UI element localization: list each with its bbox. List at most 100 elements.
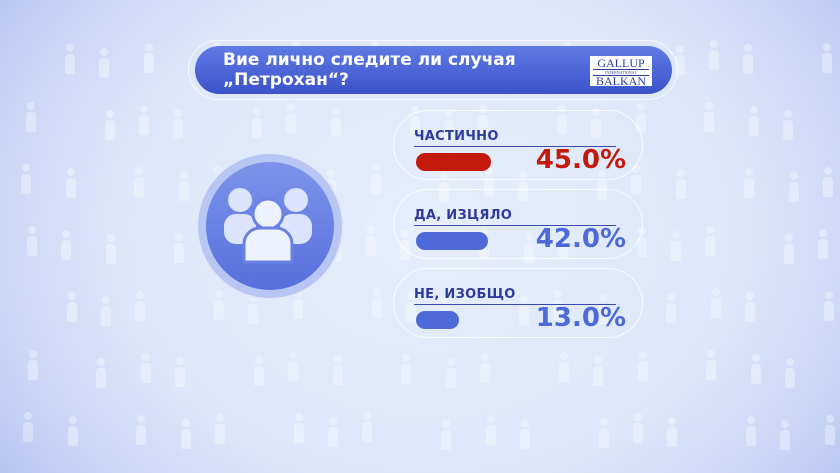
- background-person-icon: [518, 171, 528, 201]
- background-person-icon: [136, 415, 146, 445]
- answer-bar: [416, 311, 459, 329]
- background-person-icon: [66, 168, 76, 198]
- background-person-icon: [23, 412, 33, 442]
- background-person-icon: [65, 44, 75, 74]
- answer-label: ДА, ИЗЦЯЛО: [414, 208, 513, 223]
- background-person-icon: [636, 103, 646, 133]
- logo-middle: INTERNATIONAL: [593, 69, 649, 76]
- background-person-icon: [179, 171, 189, 201]
- background-person-icon: [667, 417, 677, 447]
- background-person-icon: [61, 230, 71, 260]
- background-person-icon: [372, 288, 382, 318]
- answer-row: НЕ, ИЗОБЩО 13.0%: [393, 268, 643, 338]
- background-person-icon: [825, 415, 835, 445]
- background-person-icon: [631, 165, 641, 195]
- background-person-icon: [638, 351, 648, 381]
- background-person-icon: [68, 416, 78, 446]
- background-person-icon: [598, 294, 608, 324]
- background-person-icon: [558, 228, 568, 258]
- background-person-icon: [743, 44, 753, 74]
- question-line-1: Вие лично следите ли случая: [223, 50, 516, 70]
- background-person-icon: [26, 102, 36, 132]
- background-person-icon: [745, 292, 755, 322]
- background-person-icon: [286, 103, 296, 133]
- title-frame: [188, 40, 678, 100]
- background-person-icon: [331, 107, 341, 137]
- background-person-icon: [749, 106, 759, 136]
- background-person-icon: [524, 233, 534, 263]
- background-person-icon: [96, 358, 106, 388]
- background-person-icon: [101, 296, 111, 326]
- background-person-icon: [27, 226, 37, 256]
- background-person-icon: [557, 104, 567, 134]
- background-person-icon: [599, 418, 609, 448]
- background-person-icon: [144, 43, 154, 73]
- background-person-icon: [135, 291, 145, 321]
- background-person-icon: [591, 108, 601, 138]
- background-person-icon: [706, 350, 716, 380]
- background-person-icon: [333, 355, 343, 385]
- divider: [414, 304, 616, 305]
- background-person-icon: [593, 356, 603, 386]
- background-person-icon: [484, 167, 494, 197]
- background-person-icon: [28, 350, 38, 380]
- background-person-icon: [671, 231, 681, 261]
- background-person-icon: [139, 105, 149, 135]
- background-person-icon: [705, 226, 715, 256]
- answer-label: НЕ, ИЗОБЩО: [414, 287, 516, 302]
- background-person-icon: [441, 420, 451, 450]
- background-person-icon: [597, 170, 607, 200]
- background-person-icon: [824, 291, 834, 321]
- background-person-icon: [371, 164, 381, 194]
- background-person-icon: [478, 105, 488, 135]
- answer-value: 42.0%: [535, 224, 626, 254]
- background-person-icon: [288, 351, 298, 381]
- background-person-icon: [252, 108, 262, 138]
- background-person-icon: [444, 110, 454, 140]
- background-person-icon: [439, 172, 449, 202]
- background-person-icon: [783, 110, 793, 140]
- icon-circle: [206, 162, 334, 290]
- background-person-icon: [818, 229, 828, 259]
- people-group-icon: [224, 188, 312, 264]
- background-person-icon: [486, 415, 496, 445]
- background-person-icon: [67, 292, 77, 322]
- background-person-icon: [446, 358, 456, 388]
- answer-value: 45.0%: [535, 145, 626, 175]
- background-person-icon: [106, 234, 116, 264]
- logo-bottom: BALKAN: [596, 74, 646, 88]
- background-person-icon: [366, 226, 376, 256]
- answer-bar: [416, 232, 488, 250]
- background-person-icon: [480, 353, 490, 383]
- answer-value: 13.0%: [535, 303, 626, 333]
- background-person-icon: [780, 420, 790, 450]
- background-person-icon: [362, 412, 372, 442]
- background-person-icon: [675, 45, 685, 75]
- background-person-icon: [746, 416, 756, 446]
- background-person-icon: [711, 288, 721, 318]
- background-person-icon: [519, 295, 529, 325]
- question-line-2: „Петрохан“?: [223, 70, 349, 90]
- answer-bar: [416, 153, 491, 171]
- background-person-icon: [789, 172, 799, 202]
- background-person-icon: [520, 419, 530, 449]
- background-person-icon: [784, 234, 794, 264]
- background-person-icon: [676, 169, 686, 199]
- gallup-logo: GALLUP INTERNATIONAL BALKAN: [590, 56, 652, 88]
- background-person-icon: [214, 290, 224, 320]
- background-person-icon: [99, 48, 109, 78]
- background-person-icon: [744, 168, 754, 198]
- background-person-icon: [823, 167, 833, 197]
- background-person-icon: [633, 413, 643, 443]
- background-person-icon: [181, 419, 191, 449]
- logo-top: GALLUP: [597, 56, 645, 70]
- background-person-icon: [174, 233, 184, 263]
- background-person-icon: [709, 40, 719, 70]
- background-person-icon: [141, 353, 151, 383]
- background-person-icon: [294, 413, 304, 443]
- background-person-icon: [328, 417, 338, 447]
- answer-row: ЧАСТИЧНО 45.0%: [393, 110, 643, 180]
- background-person-icon: [401, 354, 411, 384]
- background-person-icon: [254, 356, 264, 386]
- divider: [414, 225, 616, 226]
